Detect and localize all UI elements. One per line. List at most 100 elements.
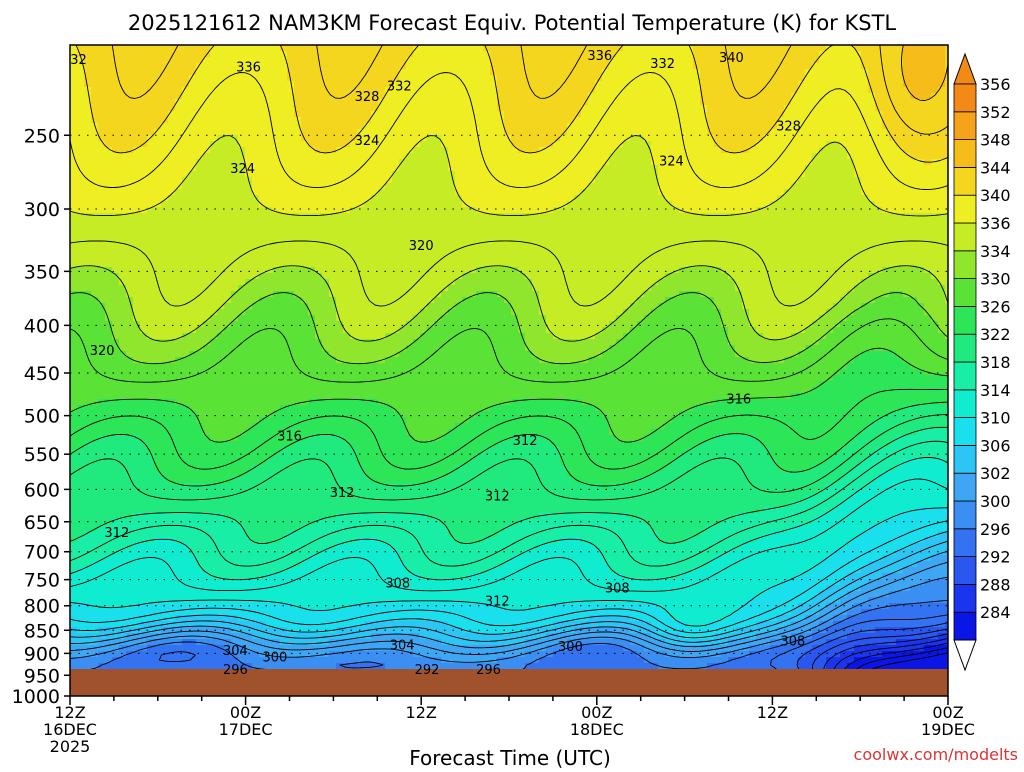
field-cell: [287, 537, 295, 544]
field-cell: [147, 57, 155, 64]
field-cell: [98, 573, 106, 580]
field-cell: [112, 363, 120, 370]
field-cell: [91, 399, 99, 406]
field-cell: [266, 597, 274, 604]
field-cell: [126, 183, 134, 190]
field-cell: [266, 177, 274, 184]
field-cell: [161, 183, 169, 190]
field-cell: [357, 465, 365, 472]
field-cell: [210, 375, 218, 382]
field-cell: [385, 57, 393, 64]
field-cell: [147, 117, 155, 124]
field-cell: [112, 249, 120, 256]
field-cell: [161, 591, 169, 598]
field-cell: [245, 543, 253, 550]
field-cell: [322, 537, 330, 544]
field-cell: [336, 585, 344, 592]
field-cell: [231, 483, 239, 490]
field-cell: [182, 339, 190, 346]
field-cell: [259, 375, 267, 382]
field-cell: [343, 453, 351, 460]
field-cell: [140, 663, 148, 670]
field-cell: [77, 153, 85, 160]
field-cell: [336, 537, 344, 544]
field-cell: [364, 555, 372, 562]
field-cell: [322, 573, 330, 580]
field-cell: [322, 603, 330, 610]
field-cell: [385, 111, 393, 118]
field-cell: [77, 417, 85, 424]
field-cell: [161, 291, 169, 298]
field-cell: [112, 189, 120, 196]
field-cell: [154, 531, 162, 538]
field-cell: [210, 81, 218, 88]
field-cell: [133, 165, 141, 172]
field-cell: [175, 411, 183, 418]
field-cell: [329, 477, 337, 484]
field-cell: [378, 69, 386, 76]
field-cell: [147, 297, 155, 304]
field-cell: [329, 213, 337, 220]
field-cell: [126, 501, 134, 508]
field-cell: [245, 399, 253, 406]
field-cell: [336, 375, 344, 382]
field-cell: [273, 51, 281, 58]
field-cell: [91, 213, 99, 220]
field-cell: [119, 51, 127, 58]
field-cell: [133, 75, 141, 82]
field-cell: [273, 75, 281, 82]
field-cell: [175, 165, 183, 172]
field-cell: [175, 381, 183, 388]
field-cell: [343, 105, 351, 112]
field-cell: [224, 423, 232, 430]
field-cell: [168, 375, 176, 382]
field-cell: [238, 627, 246, 634]
field-cell: [266, 363, 274, 370]
field-cell: [308, 393, 316, 400]
field-cell: [336, 123, 344, 130]
field-cell: [140, 627, 148, 634]
field-cell: [350, 645, 358, 652]
field-cell: [371, 387, 379, 394]
field-cell: [98, 507, 106, 514]
field-cell: [203, 639, 211, 646]
field-cell: [189, 423, 197, 430]
field-cell: [147, 483, 155, 490]
field-cell: [357, 117, 365, 124]
field-cell: [98, 129, 106, 136]
field-cell: [273, 105, 281, 112]
field-cell: [175, 603, 183, 610]
field-cell: [133, 591, 141, 598]
field-cell: [266, 279, 274, 286]
field-cell: [343, 63, 351, 70]
field-cell: [217, 411, 225, 418]
field-cell: [91, 255, 99, 262]
field-cell: [133, 447, 141, 454]
field-cell: [210, 609, 218, 616]
field-cell: [336, 45, 344, 52]
field-cell: [322, 495, 330, 502]
field-cell: [231, 213, 239, 220]
field-cell: [336, 315, 344, 322]
field-cell: [231, 291, 239, 298]
field-cell: [329, 81, 337, 88]
field-cell: [238, 645, 246, 652]
field-cell: [175, 423, 183, 430]
field-cell: [357, 627, 365, 634]
field-cell: [343, 225, 351, 232]
field-cell: [196, 603, 204, 610]
field-cell: [385, 183, 393, 190]
field-cell: [126, 117, 134, 124]
field-cell: [371, 93, 379, 100]
field-cell: [154, 543, 162, 550]
field-cell: [273, 99, 281, 106]
field-cell: [217, 153, 225, 160]
field-cell: [70, 543, 78, 550]
field-cell: [84, 237, 92, 244]
field-cell: [112, 303, 120, 310]
field-cell: [224, 255, 232, 262]
field-cell: [175, 93, 183, 100]
field-cell: [315, 519, 323, 526]
field-cell: [266, 357, 274, 364]
field-cell: [84, 357, 92, 364]
